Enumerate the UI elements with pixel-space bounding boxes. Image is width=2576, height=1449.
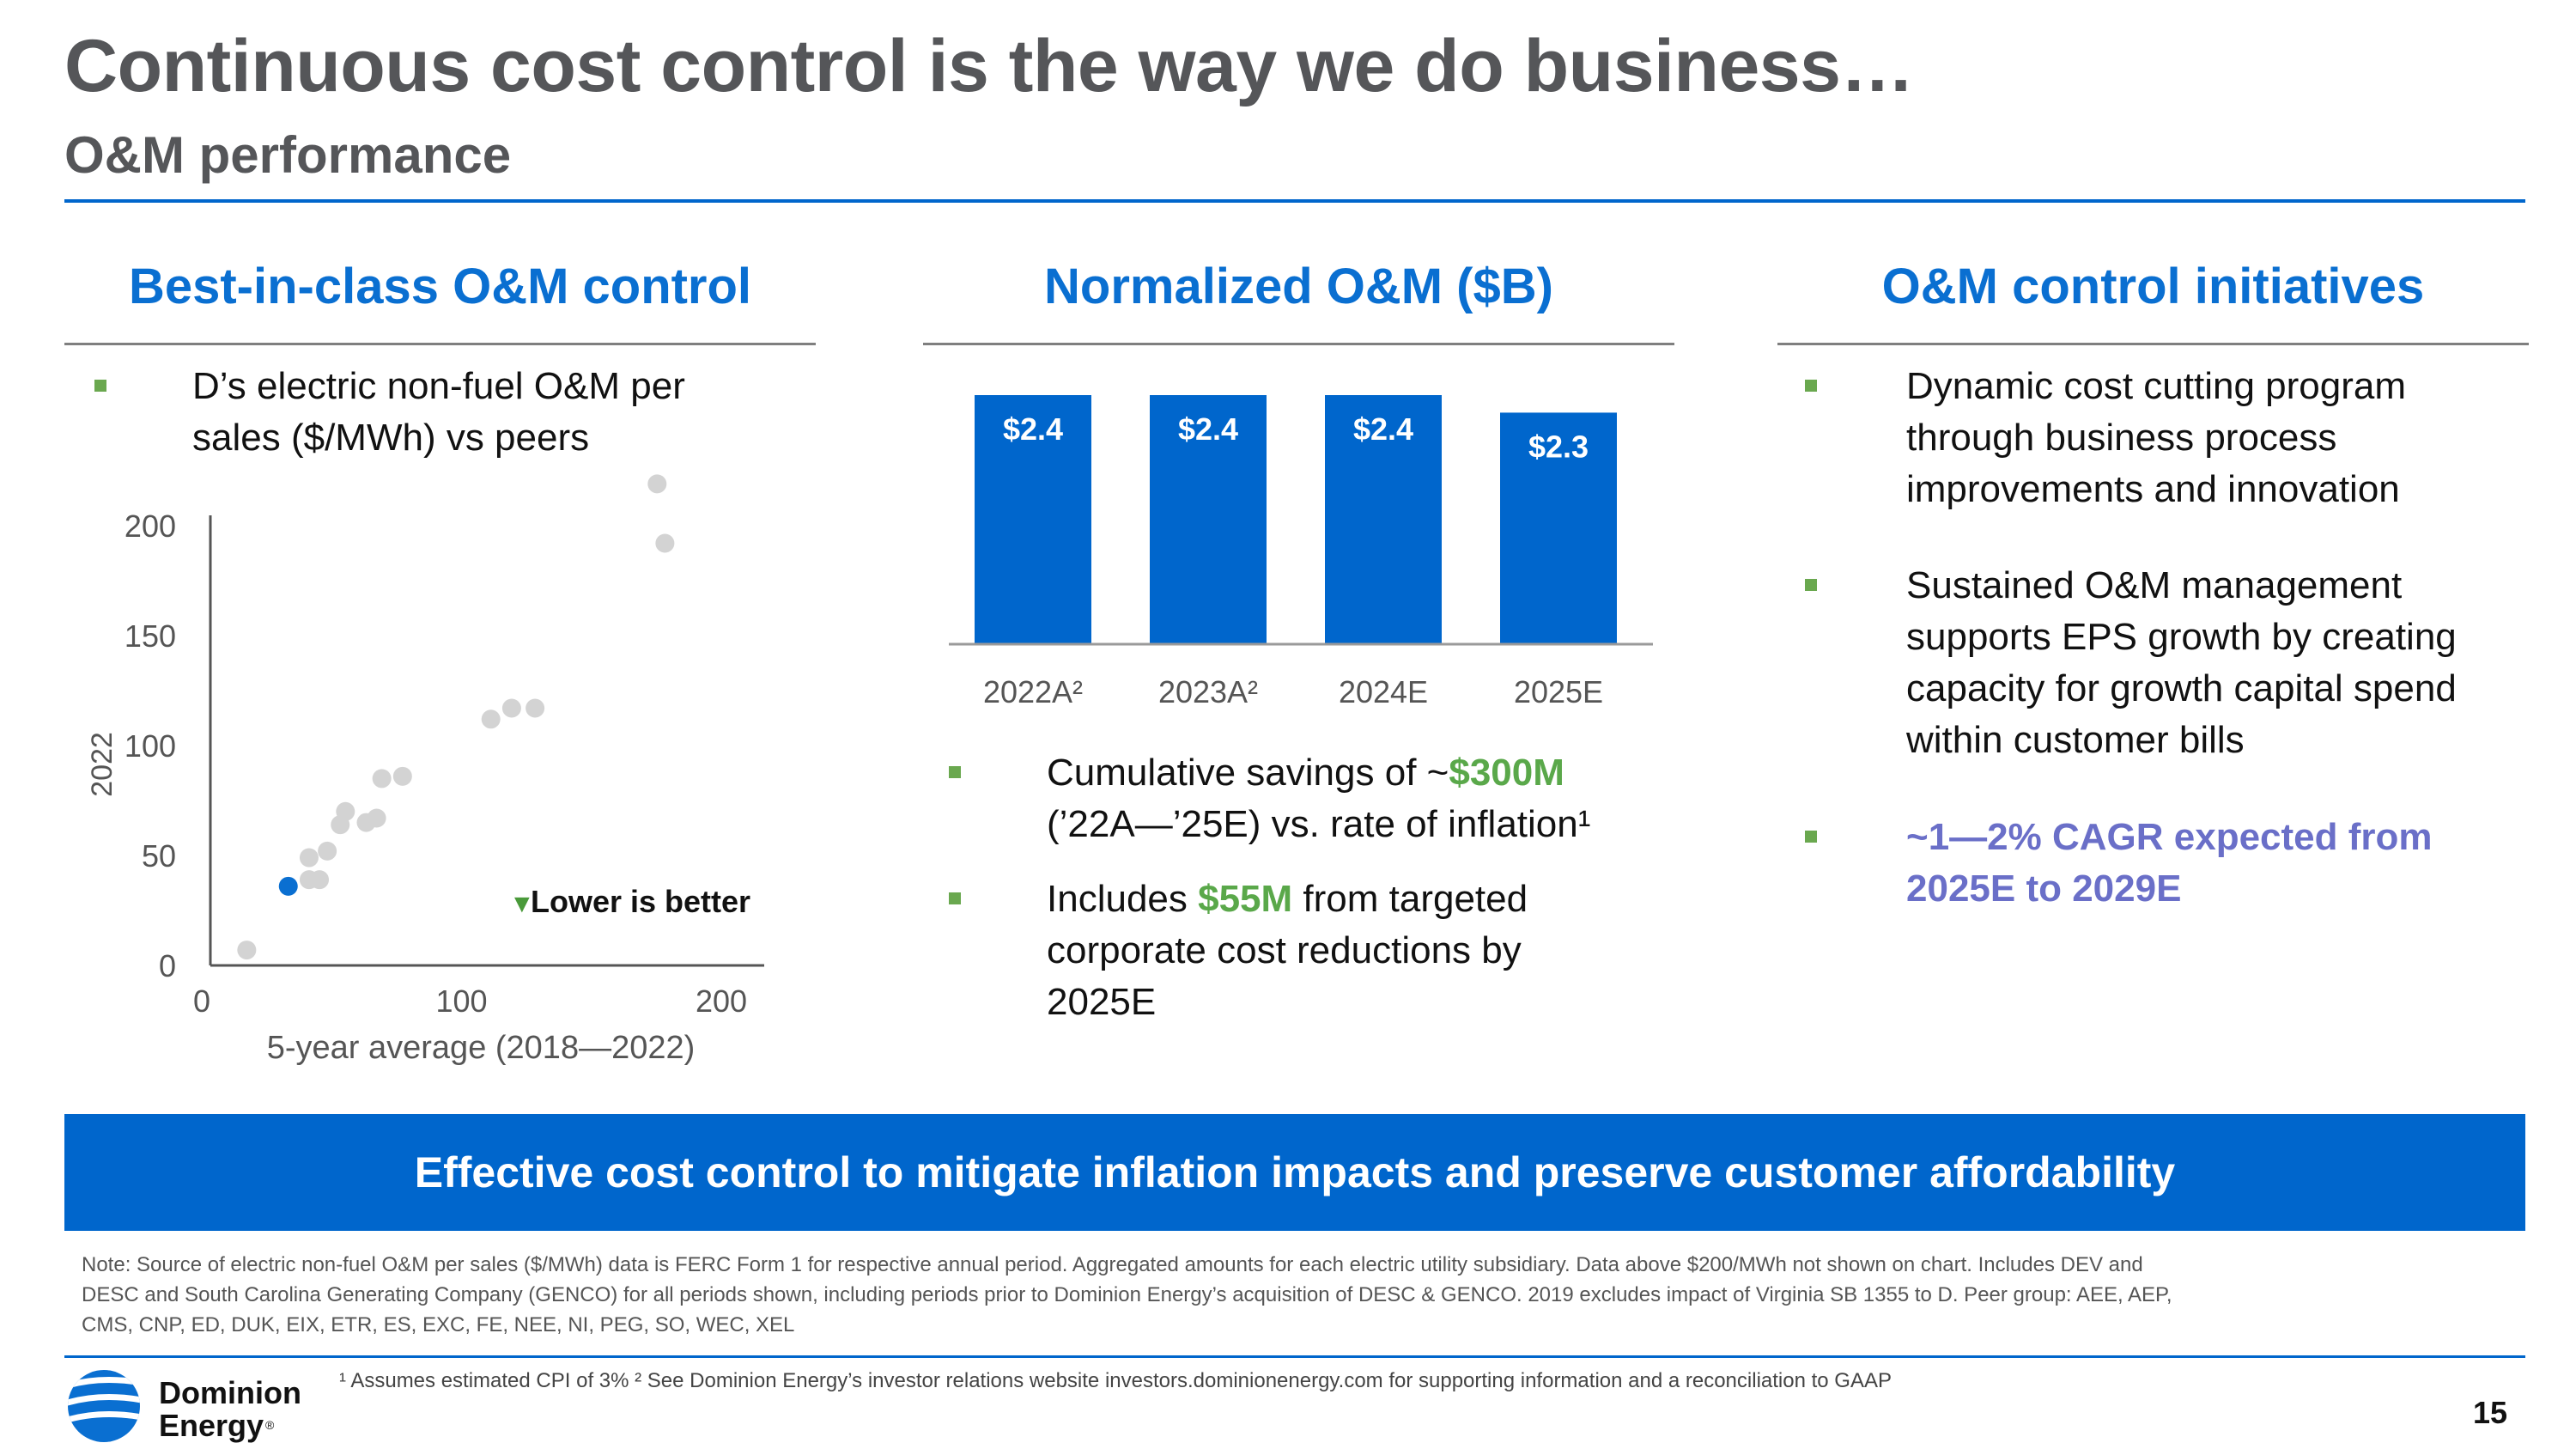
middle-bullet-2-pre: Includes — [1047, 878, 1199, 920]
bullet-square-icon — [1805, 831, 1817, 843]
right-bullet-2-line3: capacity for growth capital spend — [1906, 667, 2457, 709]
bullet-square-icon — [94, 380, 106, 392]
right-bullet-3: ~1—2% CAGR expected from 2025E to 2029E — [1805, 812, 2433, 915]
scatter-points — [237, 474, 675, 960]
scatter-point-peer — [310, 870, 330, 890]
left-bullet-line1: D’s electric non-fuel O&M per — [192, 365, 685, 407]
bar-value-label: $2.4 — [1178, 411, 1238, 447]
right-bullet-2-line2: supports EPS growth by creating — [1906, 616, 2457, 658]
scatter-point-peer — [481, 709, 501, 729]
scatter-point-peer — [372, 769, 392, 788]
right-bullet-2-line1: Sustained O&M management — [1906, 564, 2403, 606]
middle-bullet-2: Includes $55M from targeted corporate co… — [949, 874, 1528, 1028]
bar-chart: $2.4 2022A² $2.4 2023A² $2.4 2024E $2.3 2025E — [949, 395, 1653, 709]
logo-line-2: Energy — [159, 1408, 264, 1443]
scatter-y-tick-label: 200 — [125, 508, 176, 544]
right-bullet-3-line1: ~1—2% CAGR expected from — [1906, 816, 2433, 858]
header-divider — [64, 199, 2525, 203]
scatter-x-tick-label: 200 — [696, 983, 747, 1019]
scatter-point-peer — [526, 698, 545, 718]
source-note: Note: Source of electric non-fuel O&M pe… — [82, 1250, 2486, 1340]
scatter-y-tick-label: 50 — [142, 838, 176, 874]
right-bullet-2-line4: within customer bills — [1906, 719, 2245, 761]
footer-divider — [64, 1355, 2525, 1358]
middle-bullet-2-post: from targeted — [1292, 878, 1528, 920]
dominion-energy-logo: Dominion Energy ® — [64, 1367, 339, 1445]
note-line-1: Note: Source of electric non-fuel O&M pe… — [82, 1253, 2143, 1276]
scatter-x-axis-label: 5-year average (2018—2022) — [267, 1030, 696, 1066]
logo-registered-mark: ® — [265, 1418, 275, 1432]
bar-category-label: 2025E — [1514, 674, 1603, 709]
left-column-divider — [64, 343, 816, 345]
middle-column-divider — [923, 343, 1674, 345]
bar-2 — [1325, 395, 1442, 644]
scatter-chart: 0 50 100 150 200 0 100 200 2022 5-year average … — [86, 474, 764, 1066]
note-line-2: DESC and South Carolina Generating Compa… — [82, 1283, 2172, 1306]
note-line-3: CMS, CNP, ED, DUK, EIX, ETR, ES, EXC, FE… — [82, 1313, 795, 1336]
scatter-y-tick-label: 0 — [159, 948, 176, 983]
left-bullet: D’s electric non-fuel O&M per sales ($/M… — [94, 361, 685, 464]
bar-category-label: 2024E — [1339, 674, 1428, 709]
bullet-square-icon — [1805, 380, 1817, 392]
page-title: Continuous cost control is the way we do… — [64, 25, 1914, 107]
middle-column-heading: Normalized O&M ($B) — [1044, 259, 1553, 314]
scatter-point-peer — [299, 848, 319, 868]
right-bullet-1-line1: Dynamic cost cutting program — [1906, 365, 2406, 407]
bar-value-label: $2.3 — [1528, 429, 1589, 464]
bar-category-label: 2023A² — [1158, 674, 1258, 709]
scatter-axes: 0 50 100 150 200 0 100 200 — [125, 508, 764, 1019]
scatter-point-peer — [336, 801, 355, 821]
right-bullet-1-line3: improvements and innovation — [1906, 468, 2400, 510]
page-subtitle: O&M performance — [64, 126, 512, 184]
scatter-y-tick-label: 150 — [125, 618, 176, 654]
right-bullet-2: Sustained O&M management supports EPS gr… — [1805, 560, 2457, 766]
right-bullet-3-line2: 2025E to 2029E — [1906, 868, 2182, 910]
page-number: 15 — [2473, 1395, 2508, 1430]
scatter-point-dominion — [278, 876, 298, 896]
footnote: ¹ Assumes estimated CPI of 3% ² See Domi… — [339, 1369, 1892, 1392]
bullet-square-icon — [949, 892, 961, 904]
bar-0 — [975, 395, 1091, 644]
bullet-square-icon — [1805, 579, 1817, 591]
middle-bullet-2-line2: corporate cost reductions by — [1047, 929, 1522, 971]
scatter-point-peer — [655, 533, 675, 553]
scatter-point-peer — [647, 474, 667, 494]
dominion-energy-logo-icon: Dominion Energy ® — [68, 1370, 301, 1443]
bar-1 — [1150, 395, 1267, 644]
bullet-square-icon — [949, 766, 961, 778]
scatter-x-tick-label: 100 — [435, 983, 487, 1019]
scatter-point-peer — [237, 941, 257, 960]
bar-group: $2.4 2022A² $2.4 2023A² $2.4 2024E $2.3 2025E — [975, 395, 1617, 709]
middle-bullet-1-line2: (’22A—’25E) vs. rate of inflation¹ — [1047, 803, 1591, 845]
middle-bullet-1: Cumulative savings of ~$300M (’22A—’25E)… — [949, 747, 1590, 850]
savings-highlight: $300M — [1449, 752, 1564, 794]
logo-line-1: Dominion — [159, 1375, 301, 1410]
right-column-divider — [1777, 343, 2529, 345]
lower-is-better-annotation: Lower is better — [531, 884, 750, 919]
right-column-heading: O&M control initiatives — [1881, 259, 2425, 314]
scatter-point-peer — [367, 808, 386, 828]
scatter-x-tick-label: 0 — [193, 983, 210, 1019]
middle-bullet-1-pre: Cumulative savings of ~ — [1047, 752, 1449, 794]
scatter-point-peer — [318, 841, 337, 861]
left-column-heading: Best-in-class O&M control — [128, 259, 752, 314]
lower-is-better-marker-icon: ▼ — [509, 890, 535, 918]
scatter-point-peer — [392, 766, 412, 786]
scatter-y-axis-label: 2022 — [86, 732, 118, 797]
bar-category-label: 2022A² — [983, 674, 1083, 709]
bar-value-label: $2.4 — [1353, 411, 1413, 447]
reduction-highlight: $55M — [1198, 878, 1293, 920]
scatter-y-tick-label: 100 — [125, 728, 176, 764]
bar-3 — [1500, 412, 1617, 644]
key-message-banner: Effective cost control to mitigate infla… — [64, 1114, 2525, 1231]
left-bullet-line2: sales ($/MWh) vs peers — [192, 417, 590, 459]
scatter-point-peer — [501, 698, 521, 718]
right-bullet-1: Dynamic cost cutting program through bus… — [1805, 361, 2406, 515]
middle-bullet-2-line3: 2025E — [1047, 981, 1157, 1023]
right-bullet-1-line2: through business process — [1906, 417, 2337, 459]
bar-value-label: $2.4 — [1003, 411, 1063, 447]
